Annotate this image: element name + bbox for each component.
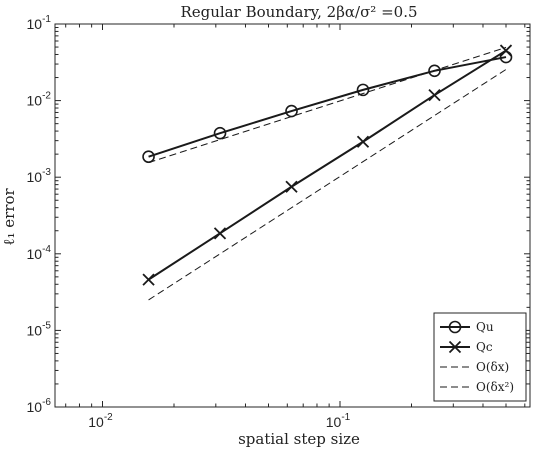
series-3 bbox=[148, 69, 507, 301]
data-point-1-4 bbox=[428, 88, 441, 102]
y-tick-label-4: 10-2 bbox=[27, 91, 52, 109]
data-point-1-0 bbox=[142, 273, 155, 286]
x-tick-label-0: 10-2 bbox=[88, 412, 113, 430]
data-point-0-0 bbox=[142, 150, 155, 164]
data-point-0-4 bbox=[428, 64, 441, 78]
y-tick-label-1: 10-5 bbox=[27, 320, 52, 338]
y-axis-label: ℓ₁ error bbox=[0, 187, 18, 245]
data-point-1-1 bbox=[213, 227, 227, 240]
legend-label-2: O(δx) bbox=[476, 360, 509, 374]
legend: Qu Qc O(δx) O(δx²) bbox=[433, 312, 527, 402]
series-1 bbox=[142, 44, 513, 286]
y-tick-label-2: 10-4 bbox=[27, 244, 52, 262]
data-point-1-3 bbox=[356, 135, 370, 148]
legend-item-1: Qc bbox=[440, 340, 493, 354]
y-tick-label-3: 10-3 bbox=[27, 167, 52, 185]
legend-marker-1 bbox=[448, 340, 462, 354]
legend-label-3: O(δx²) bbox=[476, 380, 514, 394]
legend-item-2: O(δx) bbox=[440, 360, 509, 374]
legend-label-0: Qu bbox=[476, 320, 494, 334]
legend-label-1: Qc bbox=[476, 340, 493, 354]
y-axis-ticks: 10-6 10-5 10-4 10-3 10-2 10-1 bbox=[27, 14, 530, 415]
series-line-2 bbox=[148, 46, 507, 164]
chart-title: Regular Boundary, 2βα/σ² =0.5 bbox=[180, 3, 417, 21]
series-line-3 bbox=[148, 69, 507, 301]
plot-area bbox=[142, 44, 513, 301]
data-point-0-2 bbox=[285, 104, 298, 118]
data-point-0-3 bbox=[356, 83, 370, 97]
x-axis-ticks: 10-2 10-1 bbox=[65, 24, 526, 430]
x-tick-label-1: 10-1 bbox=[326, 412, 351, 430]
series-0 bbox=[142, 50, 513, 164]
y-tick-label-5: 10-1 bbox=[27, 14, 52, 32]
legend-marker-0 bbox=[448, 320, 462, 334]
data-point-1-2 bbox=[285, 180, 298, 193]
series-line-0 bbox=[148, 56, 507, 158]
data-point-0-1 bbox=[213, 126, 227, 140]
data-point-1-5 bbox=[499, 44, 513, 57]
x-axis-label: spatial step size bbox=[238, 430, 360, 448]
y-tick-label-0: 10-6 bbox=[27, 397, 52, 415]
series-2 bbox=[148, 46, 507, 164]
plot-frame bbox=[54, 23, 531, 408]
legend-item-3: O(δx²) bbox=[440, 380, 514, 394]
series-line-1 bbox=[148, 49, 507, 281]
legend-item-0: Qu bbox=[440, 320, 494, 334]
